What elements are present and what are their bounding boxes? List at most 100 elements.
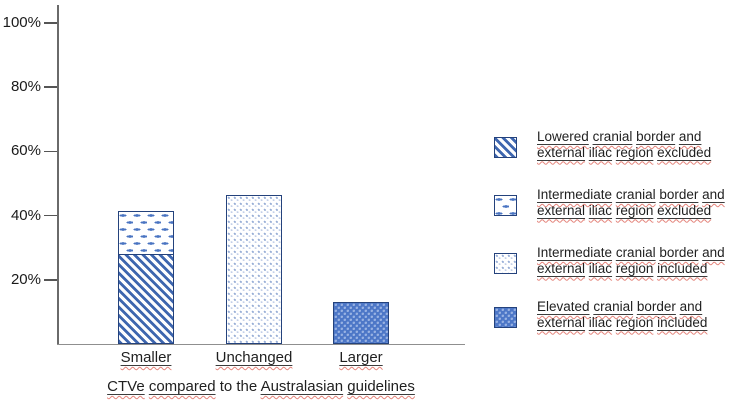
spellcheck-squiggle-word: Elevated	[537, 299, 590, 314]
spellcheck-squiggle-word: cranial	[592, 129, 633, 144]
bar-smaller	[118, 211, 174, 344]
legend-item: Intermediate cranial border and external …	[494, 187, 725, 218]
text-word: Australasian	[261, 378, 344, 395]
spellcheck-squiggle-word: border	[659, 187, 699, 202]
bar-segment-solid-blue-dots	[333, 301, 389, 344]
spellcheck-squiggle-word: guidelines	[347, 378, 415, 395]
bar-segment-horizontal-dashes	[118, 211, 174, 255]
spellcheck-squiggle-word: external	[537, 202, 586, 218]
legend-swatch-horizontal-dashes	[494, 195, 517, 216]
spellcheck-squiggle-word: iliac	[588, 314, 613, 330]
spellcheck-squiggle-word: region	[615, 260, 654, 276]
text-word: region	[616, 145, 654, 160]
text-word: compared	[149, 378, 216, 395]
spellcheck-squiggle-word: Australasian	[260, 378, 344, 395]
text-word: external	[537, 203, 585, 218]
text-word: Lowered	[537, 129, 589, 144]
text-word: external	[537, 261, 585, 276]
legend-label-line: Elevated cranial border and	[537, 299, 707, 315]
spellcheck-squiggle-word: region	[615, 314, 654, 330]
spellcheck-squiggle-word: region	[615, 202, 654, 218]
spellcheck-squiggle-word: included	[657, 260, 708, 276]
text-word: iliac	[589, 315, 612, 330]
legend-item-label: Intermediate cranial border and external …	[537, 187, 725, 218]
y-axis-tick-label: 40%	[10, 206, 41, 224]
spellcheck-squiggle-word: CTVe	[107, 378, 145, 395]
bar-unchanged	[226, 194, 282, 344]
text-word: Smaller	[121, 349, 172, 366]
y-axis-tick-label: 80%	[10, 78, 41, 96]
spellcheck-squiggle-word: iliac	[588, 260, 613, 276]
legend-label-line: external iliac region excluded	[537, 203, 725, 219]
spellcheck-squiggle-word: cranial	[615, 187, 656, 202]
legend-label-line: Lowered cranial border and	[537, 129, 711, 145]
y-axis-tick	[44, 150, 57, 153]
y-axis-tick	[44, 214, 57, 217]
legend-label-line: Intermediate cranial border and	[537, 245, 725, 261]
x-axis-category-label: Smaller	[121, 349, 172, 366]
x-axis-title: CTVe compared to the Australasian guidel…	[57, 378, 465, 395]
spellcheck-squiggle-word: Smaller	[120, 349, 172, 366]
text-word: and	[680, 299, 703, 314]
text-word: border	[659, 187, 698, 202]
legend-item-label: Elevated cranial border and external ilia…	[537, 299, 707, 330]
legend-item: Lowered cranial border and external iliac…	[494, 129, 711, 160]
legend-item-label: Intermediate cranial border and external …	[537, 245, 725, 276]
text-word: cranial	[616, 245, 656, 260]
legend-label-line: external iliac region included	[537, 315, 707, 331]
text-word: region	[616, 315, 654, 330]
legend-item: Intermediate cranial border and external …	[494, 245, 725, 276]
x-axis-line	[57, 343, 465, 346]
text-word: external	[537, 315, 585, 330]
spellcheck-squiggle-word: Intermediate	[537, 187, 613, 202]
spellcheck-squiggle-word: excluded	[657, 144, 712, 160]
spellcheck-squiggle-word: external	[537, 260, 586, 276]
spellcheck-squiggle-word: cranial	[615, 245, 656, 260]
text-word: cranial	[593, 129, 633, 144]
text-word: region	[616, 261, 654, 276]
y-axis-tick-label: 20%	[10, 270, 41, 288]
spellcheck-squiggle-word: iliac	[588, 144, 613, 160]
legend-swatch-light-dots	[494, 253, 517, 274]
legend-label-line: external iliac region excluded	[537, 145, 711, 161]
spellcheck-squiggle-word: Lowered	[537, 129, 589, 144]
text-word: cranial	[616, 187, 656, 202]
legend-swatch-diagonal-stripes	[494, 137, 517, 158]
spellcheck-squiggle-word: and	[702, 245, 725, 260]
spellcheck-squiggle-word: and	[678, 129, 702, 144]
text-word: border	[636, 129, 675, 144]
y-axis-tick-label: 100%	[2, 14, 41, 31]
bar-segment-light-dots	[226, 194, 282, 344]
text-word: Larger	[339, 349, 382, 366]
spellcheck-squiggle-word: border	[636, 299, 676, 314]
spellcheck-squiggle-word: external	[537, 144, 586, 160]
text-word: iliac	[589, 203, 612, 218]
spellcheck-squiggle-word: iliac	[588, 202, 613, 218]
spellcheck-squiggle-word: included	[657, 314, 708, 330]
text-plain: to the	[215, 378, 261, 395]
spellcheck-squiggle-word: border	[636, 129, 676, 144]
legend-label-line: Intermediate cranial border and	[537, 187, 725, 203]
text-word: guidelines	[347, 378, 415, 395]
spellcheck-squiggle-word: Intermediate	[537, 245, 613, 260]
text-word: cranial	[593, 299, 633, 314]
text-word: Intermediate	[537, 245, 612, 260]
text-word: excluded	[657, 203, 711, 218]
text-word: iliac	[589, 261, 612, 276]
spellcheck-squiggle-word: and	[702, 187, 725, 202]
x-axis-category-label: Larger	[339, 349, 382, 366]
text-word: included	[657, 315, 707, 330]
spellcheck-squiggle-word: cranial	[593, 299, 634, 314]
text-word: Elevated	[537, 299, 590, 314]
text-word: Intermediate	[537, 187, 612, 202]
spellcheck-squiggle-word: Unchanged	[215, 349, 293, 366]
text-word: border	[637, 299, 676, 314]
legend-label-line: external iliac region included	[537, 261, 725, 277]
text-word: and	[679, 129, 702, 144]
bar-larger	[333, 301, 389, 344]
text-word: CTVe	[107, 378, 145, 395]
text-word: included	[657, 261, 707, 276]
y-axis-tick-label: 60%	[10, 142, 41, 160]
spellcheck-squiggle-word: and	[679, 299, 703, 314]
